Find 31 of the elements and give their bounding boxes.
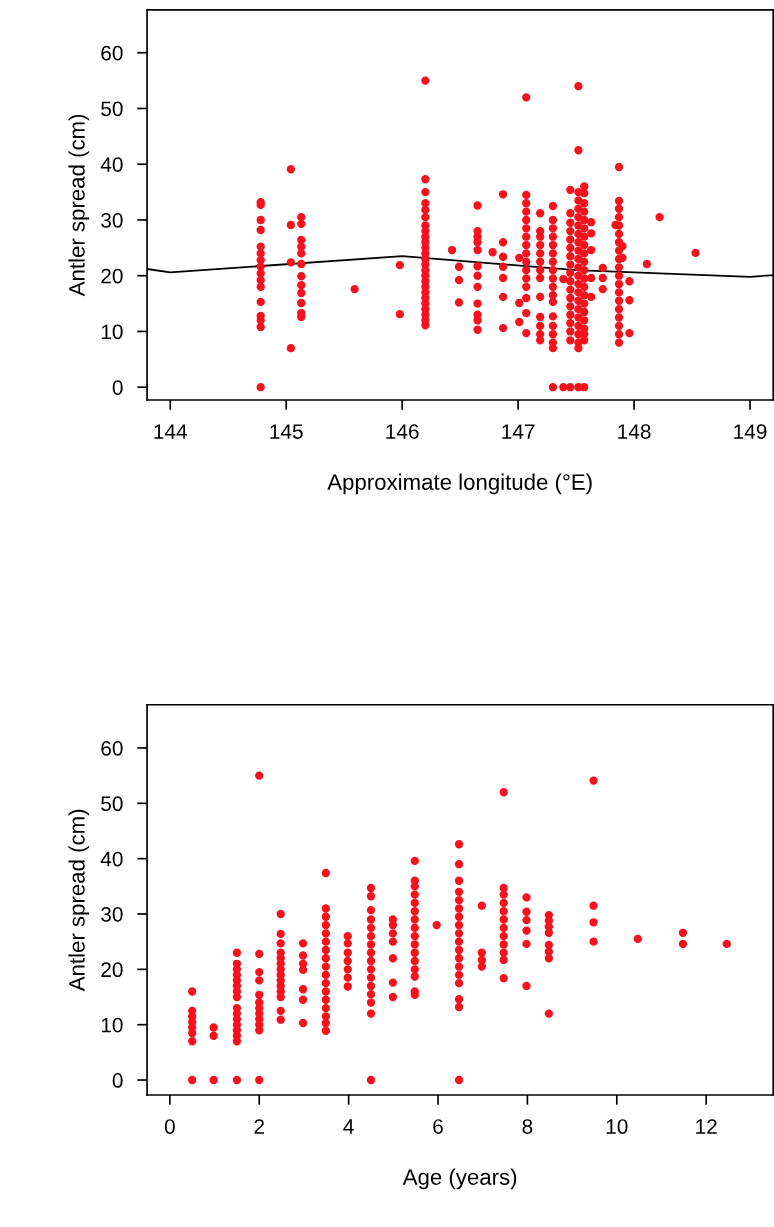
y-tick-label: 40 (100, 851, 123, 867)
x-axis-title: Approximate longitude (°E) (327, 473, 592, 495)
y-tick-label: 30 (101, 907, 123, 922)
y-tick-label: 10 (101, 324, 123, 340)
x-tick-label: 12 (696, 1119, 717, 1134)
x-tick-label: 0 (164, 1119, 175, 1134)
x-tick-label: 146 (386, 424, 419, 439)
y-tick-label: 20 (101, 962, 123, 978)
x-tick-label: 144 (154, 424, 188, 439)
y-tick-label: 50 (101, 796, 123, 812)
x-tick-label: 145 (270, 424, 303, 439)
x-axis-title: Age (years) (402, 1168, 517, 1190)
x-tick-label: 8 (522, 1119, 533, 1134)
x-tick-label: 149 (734, 424, 767, 439)
y-tick-label: 60 (101, 45, 123, 61)
y-tick-label: 10 (101, 1017, 123, 1033)
x-tick-label: 10 (606, 1119, 628, 1134)
y-tick-label: 50 (101, 101, 123, 117)
x-tick-label: 147 (502, 424, 535, 439)
y-tick-label: 0 (112, 1073, 123, 1088)
x-tick-label: 2 (254, 1119, 264, 1134)
y-tick-label: 20 (101, 268, 123, 284)
x-tick-label: 148 (618, 424, 651, 439)
x-tick-label: 4 (343, 1119, 354, 1134)
y-tick-label: 60 (101, 740, 123, 756)
y-axis-title: Antler spread (cm) (68, 114, 90, 297)
y-tick-label: 30 (101, 212, 123, 228)
x-tick-label: 6 (433, 1119, 443, 1134)
y-tick-label: 40 (100, 157, 123, 172)
y-tick-label: 0 (112, 380, 123, 395)
y-axis-title: Antler spread (cm) (68, 809, 90, 992)
